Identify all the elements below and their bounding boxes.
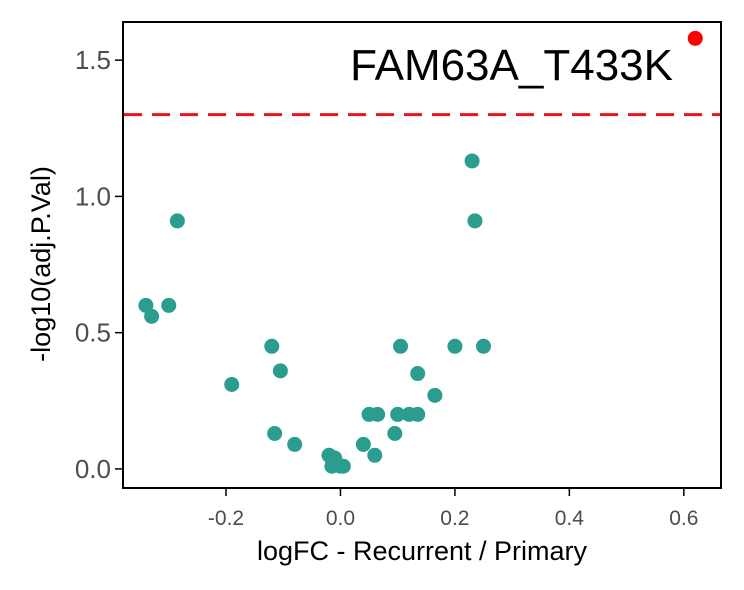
data-point xyxy=(224,376,240,392)
data-point xyxy=(447,338,463,354)
x-tick-label: 0.0 xyxy=(326,507,355,530)
x-tick-label: 0.2 xyxy=(440,507,469,530)
y-tick-label: 1.0 xyxy=(75,181,111,211)
x-tick-label: 0.6 xyxy=(669,507,698,530)
x-tick-label: 0.4 xyxy=(555,507,585,530)
data-point xyxy=(464,153,480,169)
y-axis-label: -log10(adj.P.Val) xyxy=(26,166,56,362)
highlight-label: FAM63A_T433K xyxy=(350,41,673,90)
data-point xyxy=(267,425,283,441)
plot-border xyxy=(122,21,722,489)
data-point xyxy=(367,447,383,463)
data-point xyxy=(390,406,406,422)
data-point xyxy=(287,436,303,452)
data-point xyxy=(335,458,351,474)
data-point xyxy=(467,213,483,229)
data-point xyxy=(387,425,403,441)
data-point xyxy=(427,387,443,403)
y-tick-label: 1.5 xyxy=(75,45,111,75)
data-point xyxy=(410,366,426,382)
data-point xyxy=(161,297,177,313)
y-tick-label: 0.5 xyxy=(75,318,111,348)
data-point xyxy=(144,308,160,324)
data-point xyxy=(476,338,492,354)
highlight-point xyxy=(687,30,703,46)
data-point xyxy=(264,338,280,354)
data-point xyxy=(272,363,288,379)
y-axis: 0.0 0.5 1.0 1.5 xyxy=(75,45,123,484)
y-tick-label: 0.0 xyxy=(75,454,111,484)
data-point xyxy=(355,436,371,452)
points-layer xyxy=(138,153,492,474)
x-axis-label: logFC - Recurrent / Primary xyxy=(257,536,588,566)
x-axis: -0.2 0.0 0.2 0.4 0.6 xyxy=(208,488,698,530)
data-point xyxy=(169,213,185,229)
data-point xyxy=(393,338,409,354)
data-point xyxy=(370,406,386,422)
data-point xyxy=(410,406,426,422)
x-tick-label: -0.2 xyxy=(208,507,244,530)
